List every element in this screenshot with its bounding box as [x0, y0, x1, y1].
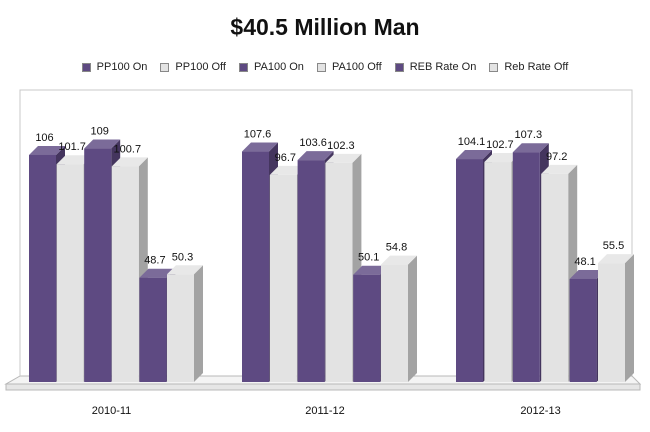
legend-item-5: Reb Rate Off: [489, 61, 568, 73]
legend-label: PP100 Off: [175, 61, 226, 73]
x-tick-label: 2010-11: [92, 405, 132, 417]
legend-label: Reb Rate Off: [504, 61, 569, 73]
bar-front: [139, 277, 167, 382]
bar-front: [242, 151, 269, 382]
legend-swatch: [238, 62, 248, 72]
data-label: 101.7: [58, 141, 86, 153]
legend-swatch: [316, 62, 326, 72]
chart-title: $40.5 Million Man: [230, 14, 420, 40]
bar-front: [598, 263, 625, 382]
legend-item-1: PP100 Off: [160, 61, 226, 73]
data-label: 107.6: [244, 129, 272, 141]
bar-top: [56, 155, 93, 165]
bar-top: [139, 268, 176, 278]
bar-front: [381, 264, 408, 382]
bar-top: [29, 145, 65, 155]
legend-item-0: PP100 On: [81, 61, 148, 73]
bar-2010-11-5: [167, 265, 203, 382]
bar-top: [598, 254, 634, 264]
bar-top: [353, 265, 390, 275]
bar-front: [56, 164, 84, 382]
bar-front: [167, 274, 194, 382]
bar-front: [297, 160, 325, 382]
legend-label: PA100 Off: [331, 61, 382, 73]
bar-top: [512, 143, 549, 153]
data-label: 104.1: [458, 136, 486, 148]
bar-top: [456, 150, 492, 160]
bar-top: [484, 153, 521, 163]
chart-legend: PP100 On PP100 Off PA100 On PA100 Off REB Ra…: [0, 61, 650, 73]
legend-item-4: REB Rate On: [394, 61, 477, 73]
bar-front: [541, 173, 569, 382]
data-label: 50.1: [358, 252, 379, 264]
bar-top: [325, 153, 362, 163]
bar-top: [269, 165, 306, 175]
data-label: 48.7: [144, 255, 165, 267]
data-label: 100.7: [114, 143, 142, 155]
legend-item-2: PA100 On: [238, 61, 304, 73]
legend-swatch: [489, 62, 499, 72]
bar-front: [456, 159, 483, 382]
bar-front: [353, 274, 381, 382]
bar-front: [269, 174, 297, 382]
data-label: 102.3: [327, 140, 355, 152]
bar-side: [408, 255, 417, 382]
bar-side: [625, 254, 634, 382]
legend-label: PP100 On: [96, 61, 148, 73]
bar-2011-12-5: [381, 255, 417, 382]
bar-side: [194, 265, 203, 382]
x-tick-label: 2012-13: [520, 405, 560, 417]
data-label: 107.3: [515, 129, 543, 141]
bar-front: [484, 162, 512, 382]
bar-top: [84, 139, 121, 149]
data-label: 97.2: [546, 151, 567, 163]
bar-top: [541, 164, 578, 174]
bar-top: [167, 265, 203, 275]
legend-label: REB Rate On: [409, 61, 477, 73]
bar-front: [111, 166, 139, 382]
bar-top: [381, 255, 417, 265]
data-label: 96.7: [275, 152, 296, 164]
data-label: 55.5: [603, 240, 624, 252]
bar-front: [569, 278, 597, 382]
bar-2012-13-3: [541, 164, 578, 382]
bar-top: [242, 142, 278, 152]
data-label: 103.6: [299, 137, 327, 149]
bar-front: [84, 148, 112, 382]
chart-floor-edge: [5, 383, 641, 391]
bar-2012-13-5: [598, 254, 634, 382]
data-label: 109: [91, 126, 109, 138]
legend-swatch: [160, 62, 170, 72]
bar-front: [29, 154, 56, 382]
data-label: 50.3: [172, 251, 193, 263]
legend-item-3: PA100 Off: [316, 61, 382, 73]
bar-front: [512, 152, 540, 382]
data-label: 54.8: [386, 242, 407, 254]
legend-label: PA100 On: [253, 61, 304, 73]
data-label: 106: [35, 132, 53, 144]
data-label: 102.7: [486, 139, 514, 151]
data-label: 48.1: [574, 256, 595, 268]
legend-swatch: [81, 62, 91, 72]
bar-top: [569, 269, 606, 279]
x-tick-label: 2011-12: [305, 405, 345, 417]
legend-swatch: [394, 62, 404, 72]
bar-top: [111, 157, 148, 167]
bar-front: [325, 162, 353, 382]
bar-top: [297, 151, 334, 161]
